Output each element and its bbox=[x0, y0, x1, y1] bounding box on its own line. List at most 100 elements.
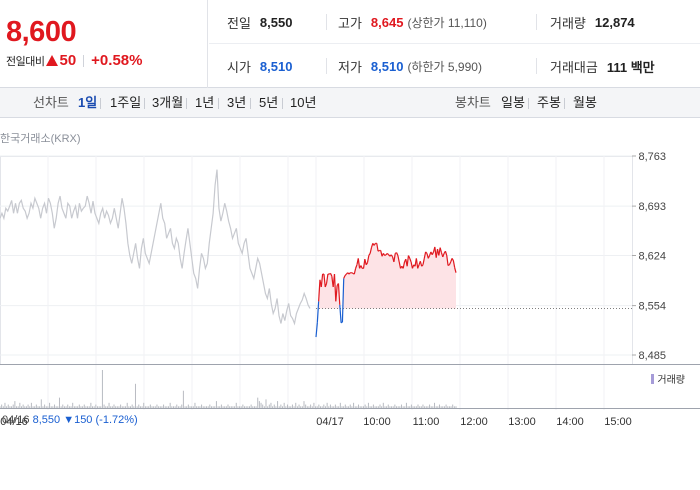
stat-value: 8,550 bbox=[259, 14, 293, 30]
today-segment bbox=[339, 304, 342, 323]
period-1w[interactable]: 1주일 bbox=[110, 95, 142, 110]
stat-label: 고가 bbox=[338, 15, 362, 31]
x-axis-labels: 04/16 04/17 10:00 11:00 12:00 13:00 14:00 15:00 bbox=[0, 416, 632, 428]
divider bbox=[282, 98, 283, 109]
today-segment bbox=[397, 255, 400, 263]
today-segment bbox=[353, 268, 357, 275]
divider bbox=[83, 54, 85, 67]
x-tick-label: 12:00 bbox=[460, 416, 488, 428]
today-segment bbox=[365, 262, 369, 266]
prev-day-info: 04/16 8,550 ▼150 (-1.72%) bbox=[2, 414, 138, 426]
prev-day-series bbox=[0, 169, 311, 326]
today-segment bbox=[357, 258, 361, 269]
price-block: 8,600 전일대비 50 +0.58% bbox=[0, 0, 208, 88]
today-segment bbox=[390, 254, 394, 258]
period-bar: 선차트 1일 1주일 3개월 1년 3년 5년 10년 봉차트 일봉 주봉 월봉 bbox=[0, 88, 700, 118]
today-segment bbox=[398, 261, 402, 269]
today-segment bbox=[377, 249, 380, 252]
today-segment bbox=[415, 258, 419, 269]
today-segment bbox=[419, 261, 423, 267]
today-segment bbox=[386, 252, 390, 256]
stat-prev-close: 전일 8,550 bbox=[227, 0, 292, 44]
today-segment bbox=[393, 253, 396, 263]
stat-low: 저가 8,510 (하한가 5,990) bbox=[338, 44, 482, 88]
prev-day-date: 04/16 bbox=[2, 414, 30, 426]
today-segment bbox=[316, 301, 320, 323]
prev-day-line bbox=[0, 169, 311, 326]
stat-sub: (상한가 11,110) bbox=[407, 15, 487, 30]
period-1y[interactable]: 1년 bbox=[195, 95, 215, 110]
today-segment bbox=[329, 273, 333, 277]
y-tick-label: 8,485 bbox=[638, 350, 666, 362]
y-tick-label: 8,624 bbox=[638, 251, 666, 263]
x-tick-label: 11:00 bbox=[413, 416, 440, 428]
today-segment bbox=[384, 254, 387, 257]
today-segment bbox=[423, 251, 427, 259]
period-5y[interactable]: 5년 bbox=[259, 95, 279, 110]
stat-trade-value: 거래대금 111 백만 bbox=[550, 44, 655, 88]
y-tick-label: 8,763 bbox=[638, 151, 666, 163]
today-segment bbox=[341, 278, 345, 323]
today-segment bbox=[447, 264, 450, 267]
today-segment bbox=[335, 285, 338, 302]
chart-grid bbox=[0, 155, 700, 410]
today-segment bbox=[396, 252, 399, 256]
stat-label: 시가 bbox=[227, 59, 251, 75]
exchange-label: 한국거래소(KRX) bbox=[0, 133, 81, 145]
change-rate: +0.58% bbox=[91, 52, 143, 69]
volume-legend: 거래량 bbox=[651, 371, 685, 386]
period-1d[interactable]: 1일 bbox=[78, 95, 98, 110]
x-tick-label: 10:00 bbox=[363, 416, 391, 428]
today-segment bbox=[360, 265, 363, 269]
prev-day-price: 8,550 bbox=[32, 414, 61, 426]
today-line bbox=[315, 242, 632, 338]
period-3y[interactable]: 3년 bbox=[227, 95, 247, 110]
today-segment bbox=[355, 264, 358, 269]
today-segment bbox=[376, 243, 379, 252]
y-tick-label: 8,554 bbox=[638, 301, 666, 313]
candle-monthly[interactable]: 월봉 bbox=[573, 95, 597, 110]
volume-legend-label: 거래량 bbox=[657, 375, 685, 386]
period-10y[interactable]: 10년 bbox=[290, 95, 317, 110]
today-segment bbox=[366, 255, 370, 263]
quote-stats: 전일 8,550 고가 8,645 (상한가 11,110) 거래량 12,87… bbox=[209, 0, 700, 88]
period-3m[interactable]: 3개월 bbox=[152, 95, 184, 110]
divider bbox=[186, 98, 187, 109]
stat-label: 거래량 bbox=[550, 15, 586, 31]
x-tick-label: 04/17 bbox=[316, 416, 344, 428]
divider bbox=[536, 14, 537, 30]
candle-weekly[interactable]: 주봉 bbox=[537, 95, 561, 110]
today-segment bbox=[431, 251, 435, 256]
current-price: 8,600 bbox=[6, 16, 77, 48]
today-segment bbox=[382, 253, 386, 256]
today-segment bbox=[343, 275, 346, 279]
candle-chart-label: 봉차트 bbox=[455, 95, 491, 110]
today-segment bbox=[368, 253, 371, 256]
up-triangle-icon bbox=[46, 55, 59, 66]
stats-row-1: 전일 8,550 고가 8,645 (상한가 11,110) 거래량 12,87… bbox=[209, 0, 700, 44]
line-chart-label: 선차트 bbox=[33, 95, 69, 110]
stat-value: 8,510 bbox=[259, 58, 293, 74]
volume-swatch bbox=[651, 373, 655, 384]
candle-daily[interactable]: 일봉 bbox=[501, 95, 525, 110]
divider bbox=[536, 58, 537, 74]
today-segment bbox=[364, 258, 367, 265]
x-tick-label: 15:00 bbox=[604, 416, 632, 428]
change-label: 전일대비 bbox=[6, 55, 45, 68]
today-segment bbox=[402, 261, 406, 269]
stat-volume: 거래량 12,874 bbox=[550, 0, 635, 44]
today-segment bbox=[369, 247, 373, 254]
divider bbox=[326, 14, 327, 30]
stat-label: 전일 bbox=[227, 15, 251, 31]
today-segment bbox=[444, 251, 448, 256]
today-segment bbox=[425, 251, 428, 254]
y-tick-label: 8,693 bbox=[638, 201, 666, 213]
stat-label: 저가 bbox=[338, 59, 362, 75]
quote-summary: 8,600 전일대비 50 +0.58% 전일 8,550 고가 8,645 (… bbox=[0, 0, 700, 88]
change-row: 전일대비 50 +0.58% bbox=[6, 52, 142, 69]
today-segment bbox=[409, 258, 412, 263]
today-segment bbox=[318, 279, 321, 302]
today-segment bbox=[344, 273, 347, 276]
today-segment bbox=[451, 258, 454, 261]
price-chart[interactable]: 8,763 8,693 8,624 8,554 8,485 04/16 04/17 10:0… bbox=[0, 120, 700, 430]
